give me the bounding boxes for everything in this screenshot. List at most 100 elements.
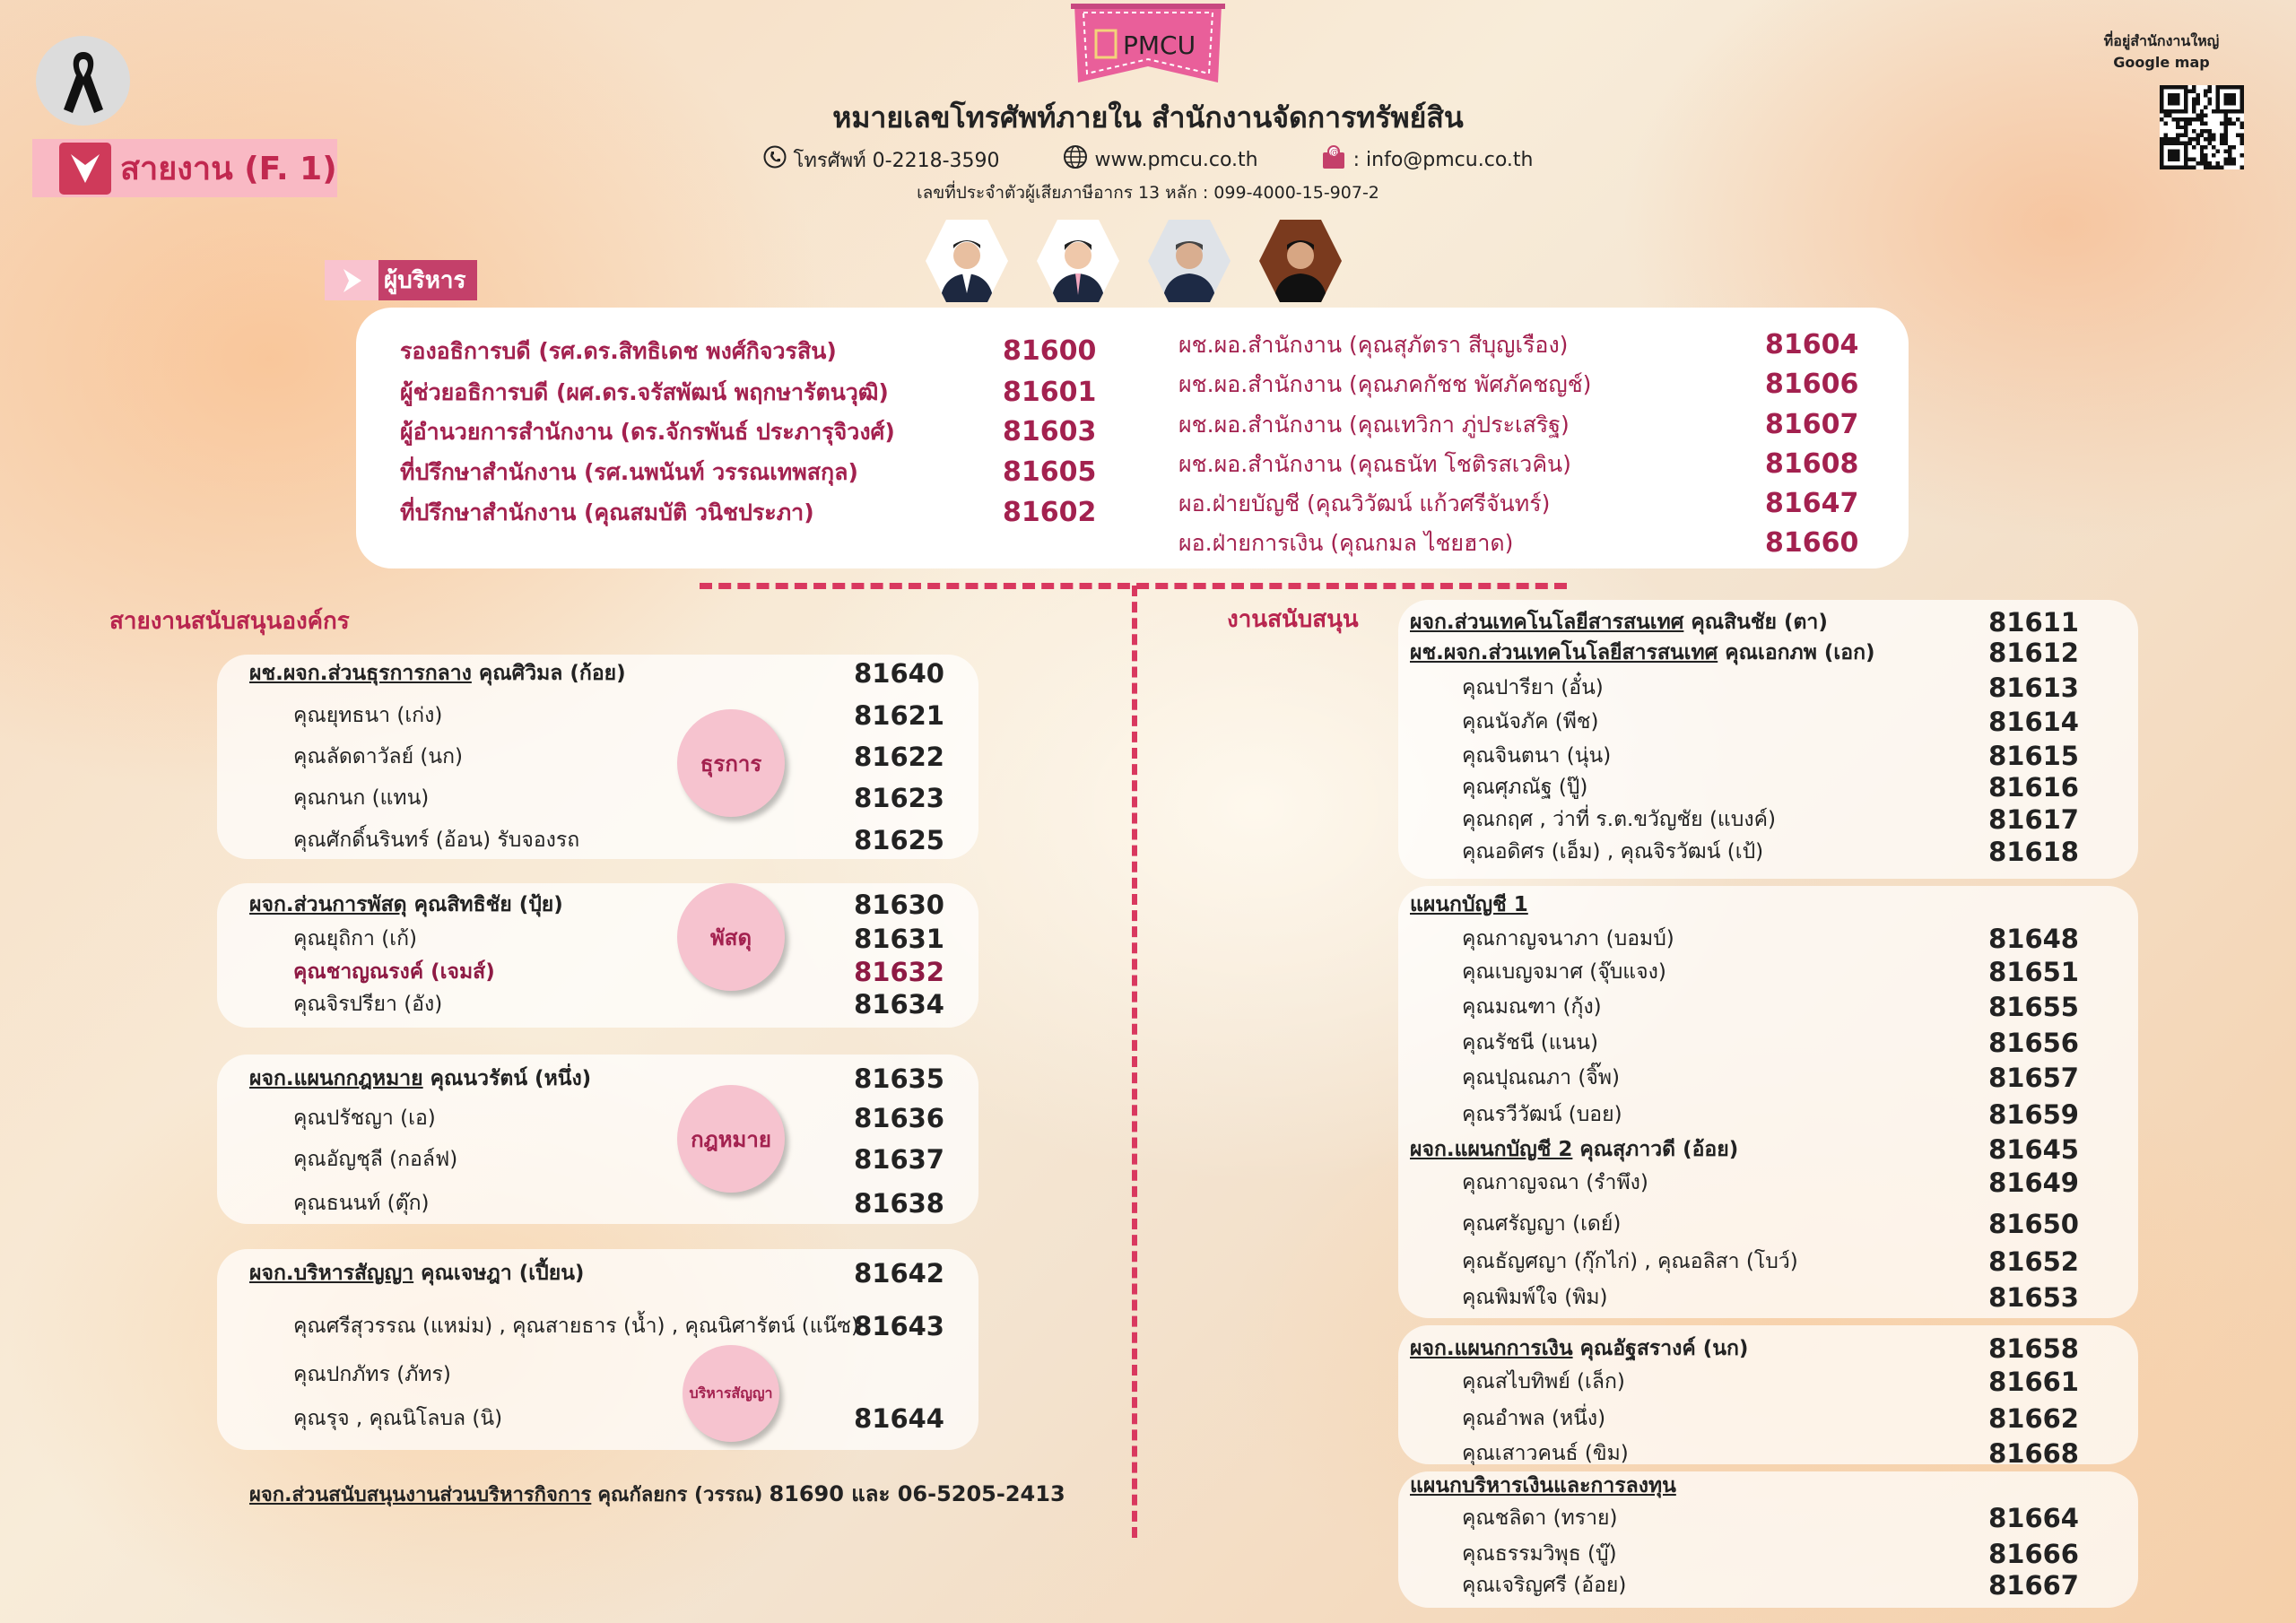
staff-name: คุณกาญจนาภา (บอมบ์) — [1462, 927, 1674, 950]
extension-number: 81667 — [1988, 1570, 2079, 1601]
department-label: สายงาน (F. 1) — [120, 151, 337, 187]
executive-photo — [1148, 220, 1231, 302]
executives-tag: ผู้บริหาร — [325, 260, 477, 300]
staff-name: คุณอัญชุลี (กอล์ฟ) — [293, 1148, 458, 1171]
email-icon: @ — [1321, 143, 1346, 176]
staff-name: คุณสไบทิพย์ (เล็ก) — [1462, 1370, 1625, 1393]
executive-name: ผอ.ฝ่ายบัญชี (คุณวิวัฒน์ แก้วศรีจันทร์) — [1178, 490, 1551, 516]
email-link[interactable]: : info@pmcu.co.th — [1352, 148, 1534, 171]
group-heading: ผจก.ส่วนเทคโนโลยีสารสนเทศ คุณสินชัย (ตา) — [1410, 606, 1828, 638]
extension-number: 81617 — [1988, 804, 2079, 835]
executive-ext: 81660 — [1765, 527, 1859, 559]
extension-number: 81640 — [854, 658, 944, 689]
contact-group-card — [217, 1249, 978, 1450]
tax-id: เลขที่ประจำตัวผู้เสียภาษีอากร 13 หลัก : … — [917, 183, 1379, 203]
group-heading: ผจก.แผนกการเงิน คุณอัฐสรางค์ (นก) — [1410, 1332, 1748, 1365]
executive-ext: 81608 — [1765, 448, 1859, 480]
group-heading: ผจก.แผนกบัญชี 2 คุณสุภาวดี (อ้อย) — [1410, 1133, 1738, 1166]
website-link[interactable]: www.pmcu.co.th — [1094, 148, 1258, 171]
contact-group-card — [1398, 600, 2138, 879]
executive-name: ที่ปรึกษาสำนักงาน (รศ.นพนันท์ วรรณเทพสกุ… — [400, 459, 858, 485]
extension-number: 81632 — [854, 957, 944, 987]
staff-name: คุณชาญณรงค์ (เจมส์) — [293, 960, 495, 984]
staff-name: คุณธรรมวิพุธ (บู๊) — [1462, 1542, 1617, 1566]
executive-name: ผช.ผอ.สำนักงาน (คุณภคกัชช พัศภัคชญช์) — [1178, 371, 1592, 397]
staff-name: คุณรัชนี (แนน) — [1462, 1031, 1598, 1055]
staff-name: คุณชลิดา (ทราย) — [1462, 1506, 1618, 1530]
unit-name: ผจก.ส่วนการพัสดุ — [249, 893, 407, 916]
extension-number: 81644 — [854, 1403, 944, 1434]
staff-name: คุณศรัญญา (เดย์) — [1462, 1212, 1622, 1236]
contact-group-card — [1398, 1325, 2138, 1464]
group-heading: ผช.ผจก.ส่วนเทคโนโลยีสารสนเทศ คุณเอกภพ (เ… — [1410, 637, 1875, 669]
staff-name: คุณเบญจมาศ (จุ๊บแจง) — [1462, 960, 1666, 984]
qr-code[interactable] — [2160, 85, 2244, 169]
extension-number: 81655 — [1988, 992, 2079, 1022]
group-heading: ผช.ผจก.ส่วนธุรการกลาง คุณศิวิมล (ก้อย) — [249, 657, 626, 690]
extension-number: 81656 — [1988, 1028, 2079, 1058]
executives-label: ผู้บริหาร — [384, 267, 466, 294]
staff-name: คุณยุถิกา (เก้) — [293, 927, 418, 950]
executives-panel: รองอธิการบดี (รศ.ดร.สิทธิเดช พงศ์กิจวรสิ… — [356, 308, 1909, 568]
extension-number: 81664 — [1988, 1503, 2079, 1533]
right-section-title: งานสนับสนุน — [1227, 606, 1359, 633]
staff-name: คุณอำพล (หนึ่ง) — [1462, 1407, 1606, 1430]
pmcu-logo: PMCU — [1067, 0, 1229, 88]
extension-number: 81649 — [1988, 1167, 2079, 1198]
extension-number: 81623 — [854, 783, 944, 813]
staff-name: คุณนัจภัค (พีช) — [1462, 710, 1599, 733]
head-person: คุณเจษฎา (เปี้ยน) — [421, 1262, 585, 1285]
executive-photo — [1037, 220, 1119, 302]
extension-number: 81643 — [854, 1311, 944, 1341]
staff-name: คุณจินตนา (นุ่น) — [1462, 744, 1612, 768]
unit-name: ผช.ผจก.ส่วนเทคโนโลยีสารสนเทศ — [1410, 641, 1718, 664]
group-heading: แผนกบริหารเงินและการลงทุน — [1410, 1470, 1676, 1502]
staff-name: คุณศรีสุวรรณ (แหม่ม) , คุณสายธาร (น้ำ) ,… — [293, 1315, 859, 1338]
staff-name: คุณปรัชญา (เอ) — [293, 1107, 436, 1130]
executive-ext: 81603 — [1003, 416, 1097, 447]
extension-number: 81614 — [1988, 707, 2079, 737]
head-person: คุณเอกภพ (เอก) — [1725, 641, 1875, 664]
executive-name: ผช.ผอ.สำนักงาน (คุณธนัท โชติรสเวคิน) — [1178, 451, 1571, 477]
unit-name: ผจก.ส่วนเทคโนโลยีสารสนเทศ — [1410, 611, 1684, 634]
executive-name: รองอธิการบดี (รศ.ดร.สิทธิเดช พงศ์กิจวรสิ… — [400, 338, 837, 364]
unit-name: ผจก.แผนกกฎหมาย — [249, 1067, 423, 1090]
extension-number: 81618 — [1988, 837, 2079, 867]
staff-name: คุณจิรปรียา (อัง) — [293, 993, 443, 1016]
email-contact[interactable]: @ : info@pmcu.co.th — [1321, 143, 1534, 176]
staff-name: คุณปารียา (อั๋น) — [1462, 676, 1604, 699]
group-circle-label: กฎหมาย — [677, 1085, 785, 1193]
staff-name: คุณกนก (แทน) — [293, 786, 430, 810]
group-circle-label: ธุรการ — [677, 709, 785, 817]
extension-number: 81611 — [1988, 607, 2079, 638]
contact-group-card — [1398, 886, 2138, 1318]
staff-name: คุณรุจ , คุณนิโลบล (นิ) — [293, 1407, 503, 1430]
head-person: คุณสุภาวดี (อ้อย) — [1579, 1138, 1739, 1161]
extension-number: 81666 — [1988, 1539, 2079, 1569]
extension-number: 81668 — [1988, 1438, 2079, 1469]
extension-number: 81661 — [1988, 1367, 2079, 1397]
contact-group-card — [1398, 1471, 2138, 1608]
unit-name: ผจก.บริหารสัญญา — [249, 1262, 414, 1285]
staff-name: คุณยุทธนา (เก่ง) — [293, 704, 443, 727]
head-person: คุณศิวิมล (ก้อย) — [478, 662, 626, 685]
executive-photos — [926, 220, 1342, 302]
extension-number: 81645 — [1988, 1134, 2079, 1165]
globe-icon — [1063, 144, 1088, 175]
staff-name: คุณธัญศญา (กุ๊กไก่) , คุณอลิสา (โบว์) — [1462, 1250, 1798, 1273]
executive-name: ที่ปรึกษาสำนักงาน (คุณสมบัติ วนิชประภา) — [400, 499, 814, 525]
head-person: คุณสินชัย (ตา) — [1691, 611, 1828, 634]
chevron-right-icon — [325, 260, 378, 300]
executive-ext: 81602 — [1003, 497, 1097, 528]
extension-number: 81635 — [854, 1063, 944, 1094]
extension-number: 81651 — [1988, 957, 2079, 987]
executive-ext: 81647 — [1765, 488, 1859, 519]
staff-name: คุณอดิศร (เอ็ม) , คุณจิรวัฒน์ (เป้) — [1462, 840, 1764, 864]
extension-number: 81612 — [1988, 638, 2079, 668]
footer-name: คุณกัลยกร (วรรณ) — [597, 1484, 763, 1506]
group-circle-label: พัสดุ — [677, 883, 785, 991]
footer-ext: 81690 และ 06-5205-2413 — [769, 1481, 1065, 1506]
unit-name: แผนกบัญชี 1 — [1410, 893, 1528, 916]
website-contact[interactable]: www.pmcu.co.th — [1063, 143, 1258, 176]
contact-group-card — [217, 883, 978, 1028]
